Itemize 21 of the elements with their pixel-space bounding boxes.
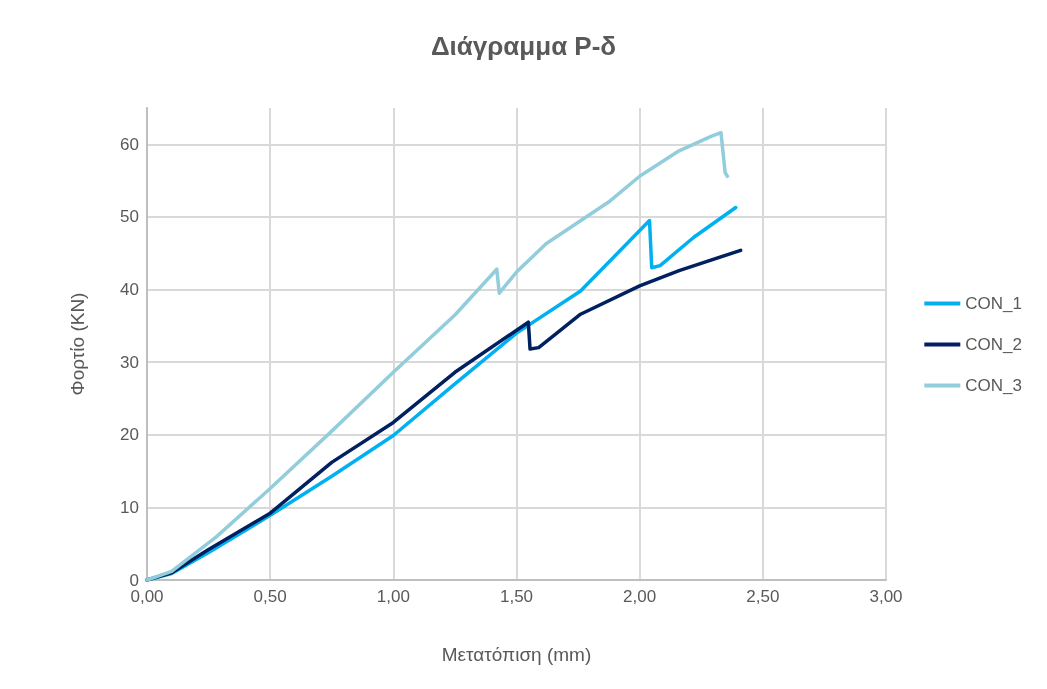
legend-label: CON_2 <box>965 335 1022 354</box>
chart-title: Διάγραμμα P-δ <box>430 31 617 61</box>
x-tick-label: 1,00 <box>376 587 410 606</box>
x-tick-label: 1,50 <box>499 587 534 606</box>
y-tick-label: 60 <box>120 134 139 154</box>
x-tick-label: 2,00 <box>623 587 657 606</box>
y-tick-label: 20 <box>120 425 139 445</box>
y-tick-label: 0 <box>129 570 139 590</box>
x-tick-label: 0,50 <box>253 587 287 606</box>
x-axis-title: Μετατόπιση (mm) <box>441 644 592 665</box>
line-series <box>145 130 730 582</box>
y-axis-title: Φορτίο (KN) <box>67 292 88 396</box>
legend-label: CON_1 <box>965 294 1022 313</box>
legend-label: CON_3 <box>965 376 1022 395</box>
x-tick-label: 0,00 <box>130 587 164 606</box>
y-tick-label: 10 <box>120 497 139 517</box>
y-tick-label: 40 <box>120 280 139 300</box>
x-tick-label: 3,00 <box>869 587 903 606</box>
y-tick-label: 50 <box>120 207 139 227</box>
y-tick-label: 30 <box>120 352 139 372</box>
x-tick-label: 2,50 <box>746 587 780 606</box>
